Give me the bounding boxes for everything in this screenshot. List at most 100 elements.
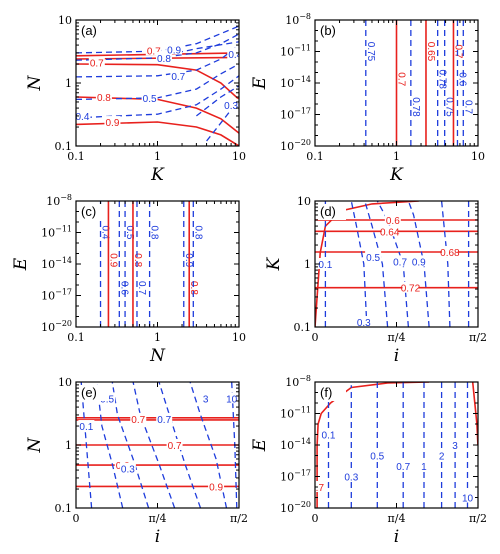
panel-label-bg: [318, 23, 346, 39]
contour-label-bg: [415, 460, 432, 471]
contour-level-label: 0.6: [386, 216, 400, 227]
contour-level-label: 0.6: [118, 281, 129, 295]
x-axis-label: i: [394, 346, 399, 366]
contour-level-label: 0.9: [183, 253, 194, 267]
panel-label: (e): [81, 385, 97, 400]
contour-label-bg: [392, 255, 409, 267]
y-axis-label: E: [250, 76, 270, 90]
contour-level-label: 0.1: [79, 422, 93, 433]
contour-label-bg: [320, 428, 337, 440]
y-axis-label: N: [25, 74, 45, 91]
x-tick-label: 0.1: [67, 331, 85, 344]
contour-level-label: 0.5: [124, 226, 135, 240]
y-tick-label: 10: [58, 376, 72, 389]
panel-4: 0.60.64 0.68 0.72 0.1 0.3 0.5 0.7 0.9 0 π/4 π/2 0.1…: [264, 195, 487, 366]
x-axis-label: K: [150, 165, 165, 185]
plot-area: 0.7 0.1 0.3 0.5 0.7 1 23 10: [315, 382, 478, 508]
plot-area: 0.70.80.90.70.50.40.70.80.90.30.4: [76, 25, 242, 146]
contour-label-bg: [317, 258, 334, 269]
contour-level-label: 0.7: [131, 415, 145, 426]
contour-label-bg: [170, 69, 187, 81]
dashed-contour-line: [76, 75, 239, 119]
y-axis-label: E: [250, 438, 270, 452]
contour-label-bg: [130, 412, 147, 424]
contour-level-label: 0.4: [228, 50, 242, 61]
y-tick-label: 10−17: [280, 107, 311, 122]
panel-label: (c): [81, 204, 96, 219]
contour-level-label: 0.8: [132, 253, 143, 267]
contour-level-label: 0.7: [157, 415, 171, 426]
y-tick-label: 0.1: [55, 140, 73, 153]
contour-level-label: 0.9: [167, 46, 181, 57]
y-tick-label: 10: [58, 14, 72, 27]
x-tick-label: 10: [471, 150, 485, 163]
panel-3: 0.40.90.60.50.80.70.80.90.80.80.1 1 1010−2…: [11, 193, 246, 366]
x-axis-label: K: [389, 165, 404, 185]
x-tick-label: π/2: [469, 331, 487, 344]
contour-level-label: 0.7: [393, 257, 407, 268]
y-tick-label: 0.1: [294, 321, 312, 334]
y-tick-label: 10−14: [41, 256, 72, 271]
contour-label-bg: [402, 281, 419, 293]
contour-level-label: 0.7: [136, 281, 147, 295]
x-axis-label: N: [149, 346, 166, 366]
contour-level-label: 0.5: [100, 394, 114, 405]
contour-label-bg: [208, 480, 225, 492]
contour-label-bg: [145, 44, 162, 56]
x-tick-label: π/2: [230, 512, 248, 525]
plot-area: 0.750.70.780.650.780.750.70.60.7: [365, 20, 473, 146]
panel-label: (d): [320, 204, 336, 219]
panel-1: 0.70.80.90.70.50.40.70.80.90.30.40.1 1 100…: [25, 14, 246, 185]
contour-level-label: 0.8: [149, 226, 160, 240]
y-tick-label: 0.1: [55, 502, 73, 515]
y-axis-label: K: [264, 256, 284, 271]
contour-level-label: 0.4: [100, 226, 111, 240]
x-axis-label: i: [155, 527, 160, 547]
contour-level-label: 0.4: [76, 112, 90, 123]
contour-level-label: 0.3: [121, 465, 135, 476]
contour-label-bg: [99, 392, 116, 404]
dashed-contour-line: [407, 201, 430, 327]
contour-level-label: 0.78: [437, 69, 448, 89]
y-tick-label: 1: [65, 77, 72, 90]
contour-level-label: 0.8: [97, 93, 111, 104]
contour-label-bg: [166, 439, 183, 450]
y-tick-label: 10−17: [280, 469, 311, 484]
panel-label: (b): [320, 23, 336, 38]
contour-level-label: 3: [203, 394, 209, 405]
y-axis-label: E: [11, 257, 31, 271]
contour-label-bg: [384, 213, 401, 225]
x-tick-label: π/4: [149, 512, 167, 525]
dashed-contour-line: [76, 33, 239, 61]
contour-label-bg: [104, 116, 121, 128]
x-tick-label: 1: [154, 331, 161, 344]
x-tick-label: 0.1: [67, 150, 85, 163]
dashed-contour-line: [76, 44, 239, 78]
contour-level-label: 0.75: [444, 97, 455, 117]
contour-level-label: 0.3: [344, 473, 358, 484]
y-tick-label: 10−11: [280, 44, 311, 59]
plot-area: 0.4 0.9 0.6 0.5 0.8 0.7 0.8 0.9 0.8 0.8: [100, 201, 203, 327]
dashed-contour-line: [196, 85, 239, 117]
contour-label-bg: [76, 109, 91, 121]
x-axis-label: i: [394, 527, 399, 547]
contour-level-label: 0.65: [425, 42, 436, 62]
contour-level-label: 0.5: [143, 94, 157, 105]
x-tick-label: 0.1: [306, 150, 324, 163]
contour-level-label: 0.1: [318, 260, 332, 271]
y-axis-label: N: [25, 436, 45, 453]
contour-level-label: 0.68: [440, 248, 460, 259]
contour-level-label: 0.7: [396, 462, 410, 473]
dashed-contour-line: [76, 63, 239, 101]
dashed-contour-line: [364, 201, 389, 327]
y-tick-label: 10−11: [280, 406, 311, 421]
contour-label-bg: [369, 449, 386, 461]
panel-label: (a): [81, 23, 97, 38]
contour-label-bg: [78, 420, 95, 432]
x-tick-label: 1: [393, 150, 400, 163]
contour-level-label: 0.9: [412, 257, 426, 268]
y-tick-label: 10−11: [41, 225, 72, 240]
contour-label-bg: [223, 98, 239, 110]
contour-label-bg: [365, 250, 382, 262]
